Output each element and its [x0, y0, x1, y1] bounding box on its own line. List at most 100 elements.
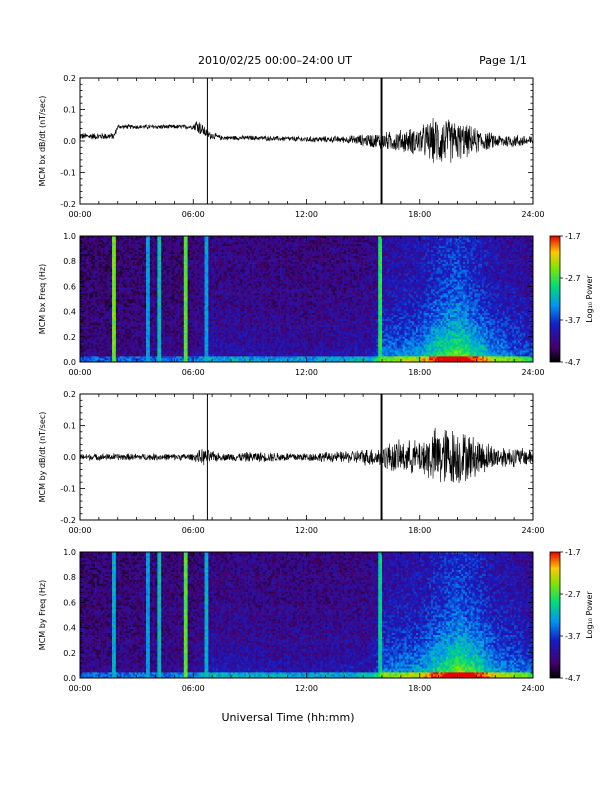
spectrogram-column	[487, 236, 490, 363]
spectrogram-column	[374, 552, 377, 679]
spectrogram-column	[264, 552, 268, 679]
page-title: 2010/02/25 00:00–24:00 UT	[198, 54, 352, 67]
spectrogram-column	[138, 236, 141, 363]
spectrogram-column	[206, 552, 209, 679]
spectrogram-column	[119, 552, 122, 679]
spectrogram-column	[521, 236, 524, 363]
spectrogram-column	[466, 552, 470, 679]
spectrogram-column	[361, 552, 364, 679]
spectrogram-column	[391, 552, 394, 679]
spectrogram-column	[153, 236, 156, 363]
spectrogram-column	[319, 236, 322, 363]
panel-4: -1.7 -2.7 -3.7 -4.7 Log₁₀ Power 00:00 06:00 12:…	[38, 548, 594, 693]
spectrogram-column	[402, 236, 405, 363]
spectrogram-column	[519, 552, 522, 679]
spectrogram-column	[302, 236, 305, 363]
spectrogram-column	[342, 552, 345, 679]
spectrogram-column	[512, 236, 515, 363]
spectrogram-column	[146, 236, 149, 363]
spectrogram-column	[325, 236, 328, 363]
spectrogram-column	[174, 236, 177, 363]
spectrogram-column	[434, 236, 438, 363]
spectrogram-column	[106, 236, 109, 363]
spectrogram-column	[344, 552, 347, 679]
spectrogram-column	[317, 236, 321, 363]
spectrogram-column	[461, 552, 464, 679]
spectrogram-column	[346, 236, 349, 363]
spectrogram-column	[253, 552, 256, 679]
spectrogram-column	[389, 236, 392, 363]
spectrogram-column	[191, 236, 194, 363]
spectrogram-column	[406, 552, 409, 679]
spectrogram-column	[112, 552, 115, 679]
spectrogram-column	[359, 552, 362, 679]
spectrogram-column	[312, 236, 315, 363]
spectrogram-column	[527, 552, 530, 679]
spectrogram-column	[283, 236, 287, 363]
spectrogram-column	[127, 236, 130, 363]
spectrogram-column	[297, 552, 300, 679]
spectrogram-column	[232, 236, 236, 363]
spectrogram-column	[110, 552, 113, 679]
spectrogram-column	[121, 552, 124, 679]
spectrogram-column	[495, 236, 498, 363]
y-tick-label: 0.4	[63, 308, 76, 317]
spectrogram-column	[300, 552, 304, 679]
spectrogram-column	[295, 236, 298, 363]
spectrogram-column	[357, 236, 360, 363]
spectrogram-column	[96, 236, 100, 363]
spectrogram-column	[106, 552, 109, 679]
y-tick-label: 1.0	[63, 232, 76, 241]
spectrogram-column	[200, 236, 203, 363]
spectrogram-column	[363, 236, 366, 363]
spectrogram-column	[181, 236, 185, 363]
y-tick-label: 0.0	[63, 453, 76, 462]
spectrogram-column	[365, 552, 368, 679]
spectrogram-column	[425, 236, 428, 363]
spectrogram-column	[155, 236, 158, 363]
spectrogram-column	[436, 552, 439, 679]
spectrogram-column	[310, 552, 313, 679]
spectrogram-column	[185, 552, 188, 679]
spectrogram-column	[140, 552, 143, 679]
spectrogram-column	[247, 236, 251, 363]
spectrogram-column	[374, 236, 377, 363]
spectrogram-column	[151, 552, 154, 679]
spectrogram-column	[493, 236, 496, 363]
spectrogram-column	[517, 236, 521, 363]
spectrogram-column	[506, 236, 509, 363]
spectrogram-column	[197, 552, 200, 679]
colorbar	[549, 551, 561, 679]
spectrogram-column	[274, 552, 277, 679]
spectrogram-column	[436, 236, 439, 363]
spectrogram-column	[117, 552, 120, 679]
spectrogram-column	[514, 236, 517, 363]
spectrogram-column	[368, 236, 371, 363]
spectrogram-column	[102, 552, 105, 679]
spectrogram-column	[334, 236, 337, 363]
spectrogram-column	[176, 552, 179, 679]
spectrogram-column	[525, 236, 528, 363]
spectrogram-column	[251, 236, 254, 363]
spectrogram-column	[472, 236, 475, 363]
spectrogram-column	[161, 236, 164, 363]
spectrogram-column	[281, 236, 285, 363]
spectrogram-column	[255, 552, 258, 679]
spectrogram-column	[321, 236, 324, 363]
spectrogram-column	[349, 552, 353, 679]
spectrogram-column	[195, 236, 198, 363]
spectrogram-column	[442, 552, 445, 679]
spectrogram-column	[476, 236, 479, 363]
spectrogram-column	[404, 552, 407, 679]
spectrogram-column	[108, 552, 111, 679]
spectrogram-column	[410, 236, 413, 363]
spectrogram-column	[157, 552, 160, 679]
spectrogram-column	[323, 236, 326, 363]
spectrogram-column	[132, 236, 136, 363]
spectrogram-column	[306, 552, 309, 679]
spectrogram-column	[451, 552, 455, 679]
spectrogram-column	[170, 552, 173, 679]
spectrogram-column	[204, 236, 207, 363]
spectrogram-column	[221, 552, 224, 679]
spectrogram-column	[298, 552, 302, 679]
